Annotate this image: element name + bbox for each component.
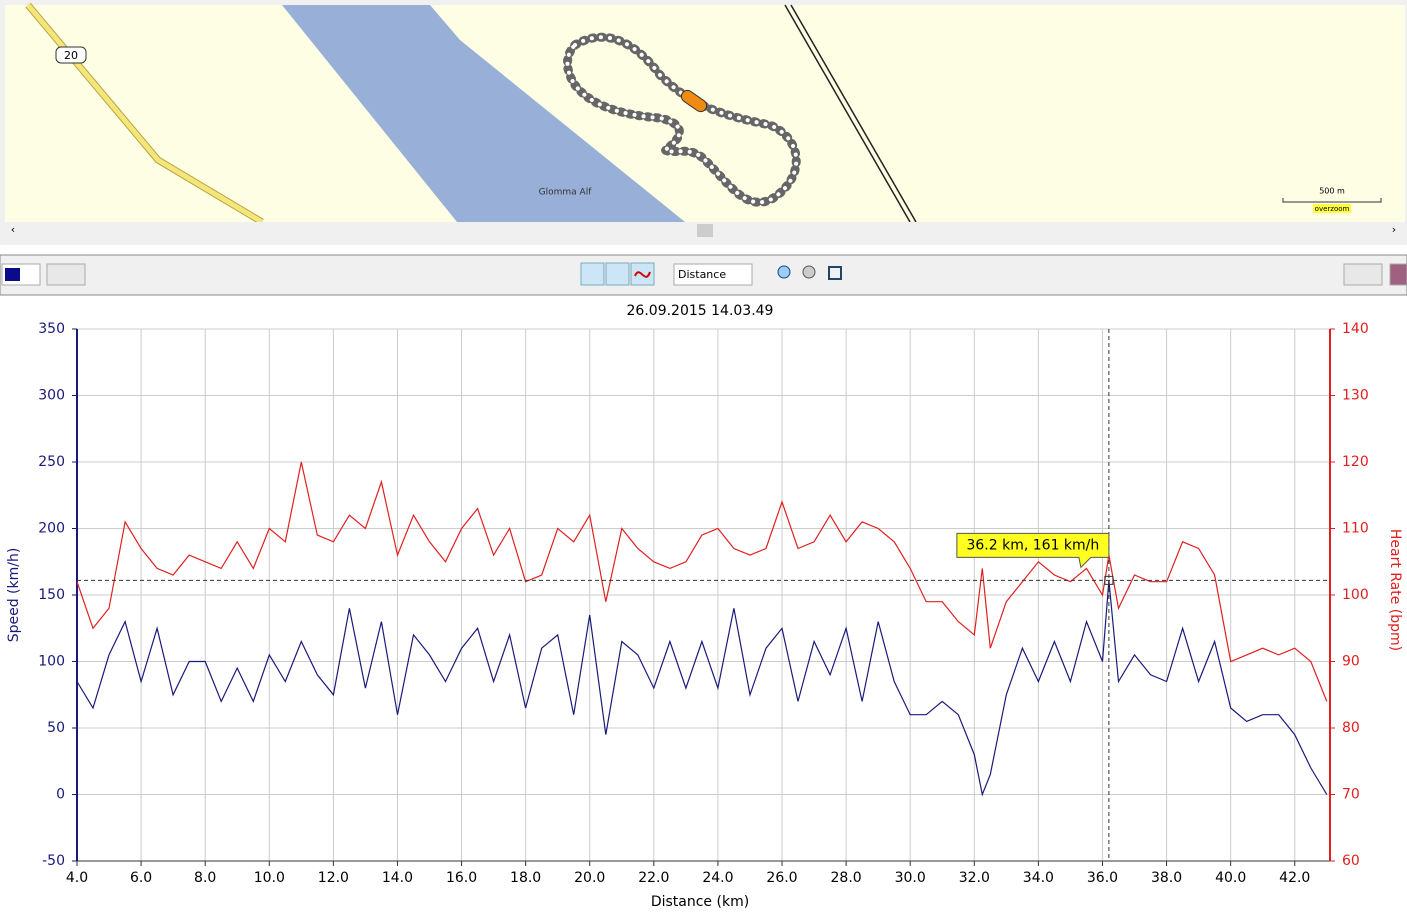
tooltip-text: 36.2 km, 161 km/h	[966, 537, 1099, 553]
y2-tick-label: 140	[1342, 321, 1369, 337]
x-axis-label: Distance (km)	[651, 894, 749, 910]
map[interactable]	[5, 5, 1405, 222]
scale-label: 500 m	[1319, 187, 1345, 196]
series-line	[76, 580, 1328, 797]
zoom-label: overzoom	[1315, 205, 1350, 213]
y-tick-label: 50	[47, 720, 65, 736]
y2-tick-label: 130	[1342, 388, 1369, 404]
y-tick-label: 200	[38, 521, 65, 537]
color-swatch	[5, 268, 20, 281]
x-tick-label: 28.0	[831, 870, 862, 886]
zoom-out[interactable]	[802, 265, 816, 279]
y2-tick-label: 60	[1342, 853, 1360, 869]
x-tick-label: 26.0	[766, 870, 797, 886]
rail	[790, 4, 917, 223]
x-tick-label: 38.0	[1151, 870, 1182, 886]
chart-title: 26.09.2015 14.03.49	[627, 303, 774, 319]
scale-bar	[1282, 198, 1382, 203]
y-axis-label: Speed (km/h)	[6, 548, 22, 643]
x-tick-label: 40.0	[1215, 870, 1246, 886]
scroll-thumb[interactable]	[697, 224, 713, 237]
scroll-left[interactable]: ‹	[11, 223, 15, 236]
y2-tick-label: 120	[1342, 454, 1369, 470]
x-tick-label: 4.0	[66, 870, 88, 886]
rail	[784, 4, 911, 223]
x-tick-label: 34.0	[1023, 870, 1054, 886]
y-tick-label: 250	[38, 454, 65, 470]
x-axis-select[interactable]	[673, 263, 753, 286]
x-tick-label: 14.0	[382, 870, 413, 886]
y2-axis-label: Heart Rate (bpm)	[1387, 529, 1403, 651]
zoom-fit[interactable]	[828, 266, 842, 280]
y-tick-label: 100	[38, 654, 65, 670]
y-tick-label: 300	[38, 388, 65, 404]
y-tick-label: -50	[42, 853, 65, 869]
x-tick-label: 32.0	[959, 870, 990, 886]
road-shield	[55, 46, 87, 64]
x-tick-label: 36.0	[1087, 870, 1118, 886]
x-tick-label: 10.0	[254, 870, 285, 886]
crosshair-point	[1104, 575, 1114, 585]
x-tick-label: 12.0	[318, 870, 349, 886]
y2-tick-label: 90	[1342, 654, 1360, 670]
place-label: Glomma Alf	[539, 188, 593, 198]
track-points	[565, 35, 799, 205]
y2-tick-label: 80	[1342, 720, 1360, 736]
crosshair-tool[interactable]	[580, 262, 605, 286]
position-marker	[680, 89, 708, 113]
scroll-right[interactable]: ›	[1392, 223, 1396, 236]
x-tick-label: 16.0	[446, 870, 477, 886]
x-tick-label: 24.0	[702, 870, 733, 886]
tooltip	[956, 532, 1110, 569]
dropdown[interactable]	[46, 263, 86, 286]
y-tick-label: 150	[38, 587, 65, 603]
x-tick-label: 42.0	[1279, 870, 1310, 886]
x-tick-label: 22.0	[638, 870, 669, 886]
series-line	[76, 461, 1328, 702]
dropdown[interactable]	[1343, 263, 1383, 286]
x-tick-label: 30.0	[895, 870, 926, 886]
x-tick-label: 20.0	[574, 870, 605, 886]
road-label: 20	[64, 49, 78, 62]
x-tick-label: 6.0	[130, 870, 152, 886]
y-tick-label: 0	[56, 787, 65, 803]
zoom-in[interactable]	[777, 265, 791, 279]
x-tick-label: 18.0	[510, 870, 541, 886]
x-axis-select-label: Distance	[678, 268, 726, 281]
color-picker[interactable]	[1389, 263, 1407, 286]
y-tick-label: 350	[38, 321, 65, 337]
curve-icon	[634, 271, 651, 278]
zoom-badge	[1313, 204, 1351, 213]
fill-tool[interactable]	[605, 262, 630, 286]
y2-tick-label: 100	[1342, 587, 1369, 603]
y2-tick-label: 70	[1342, 787, 1360, 803]
y2-tick-label: 110	[1342, 521, 1369, 537]
river	[282, 5, 685, 222]
x-tick-label: 8.0	[194, 870, 216, 886]
